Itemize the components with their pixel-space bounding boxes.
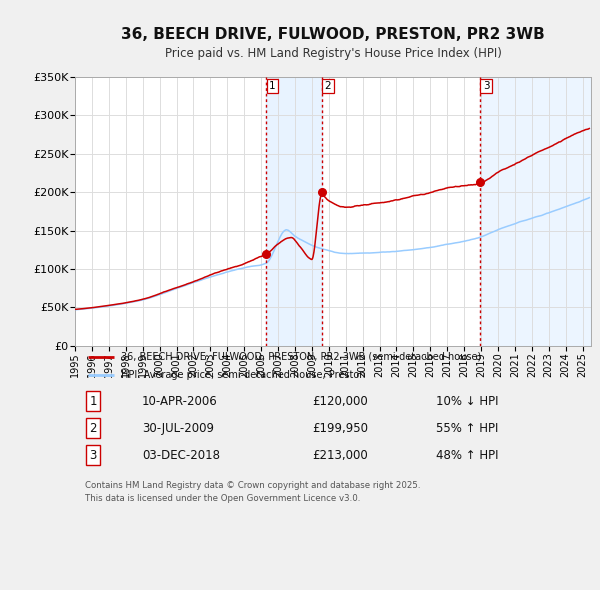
Text: £120,000: £120,000	[313, 395, 368, 408]
Text: 10% ↓ HPI: 10% ↓ HPI	[436, 395, 499, 408]
Text: 36, BEECH DRIVE, FULWOOD, PRESTON, PR2 3WB: 36, BEECH DRIVE, FULWOOD, PRESTON, PR2 3…	[121, 27, 545, 41]
Text: HPI: Average price, semi-detached house, Preston: HPI: Average price, semi-detached house,…	[121, 370, 366, 380]
Text: 1: 1	[89, 395, 97, 408]
Bar	[266, 77, 322, 346]
Text: £213,000: £213,000	[313, 449, 368, 462]
Text: 2: 2	[325, 81, 331, 91]
Text: 55% ↑ HPI: 55% ↑ HPI	[436, 422, 499, 435]
Text: Contains HM Land Registry data © Crown copyright and database right 2025.
This d: Contains HM Land Registry data © Crown c…	[85, 481, 421, 503]
Text: 36, BEECH DRIVE, FULWOOD, PRESTON, PR2 3WB (semi-detached house): 36, BEECH DRIVE, FULWOOD, PRESTON, PR2 3…	[121, 352, 482, 362]
Text: 30-JUL-2009: 30-JUL-2009	[142, 422, 214, 435]
Text: 2: 2	[89, 422, 97, 435]
Bar	[479, 77, 591, 346]
Text: 10-APR-2006: 10-APR-2006	[142, 395, 218, 408]
Text: £199,950: £199,950	[313, 422, 368, 435]
Text: 1: 1	[269, 81, 275, 91]
Text: 3: 3	[89, 449, 97, 462]
Text: 48% ↑ HPI: 48% ↑ HPI	[436, 449, 499, 462]
Text: Price paid vs. HM Land Registry's House Price Index (HPI): Price paid vs. HM Land Registry's House …	[164, 47, 502, 60]
Text: 3: 3	[483, 81, 490, 91]
Text: 03-DEC-2018: 03-DEC-2018	[142, 449, 220, 462]
